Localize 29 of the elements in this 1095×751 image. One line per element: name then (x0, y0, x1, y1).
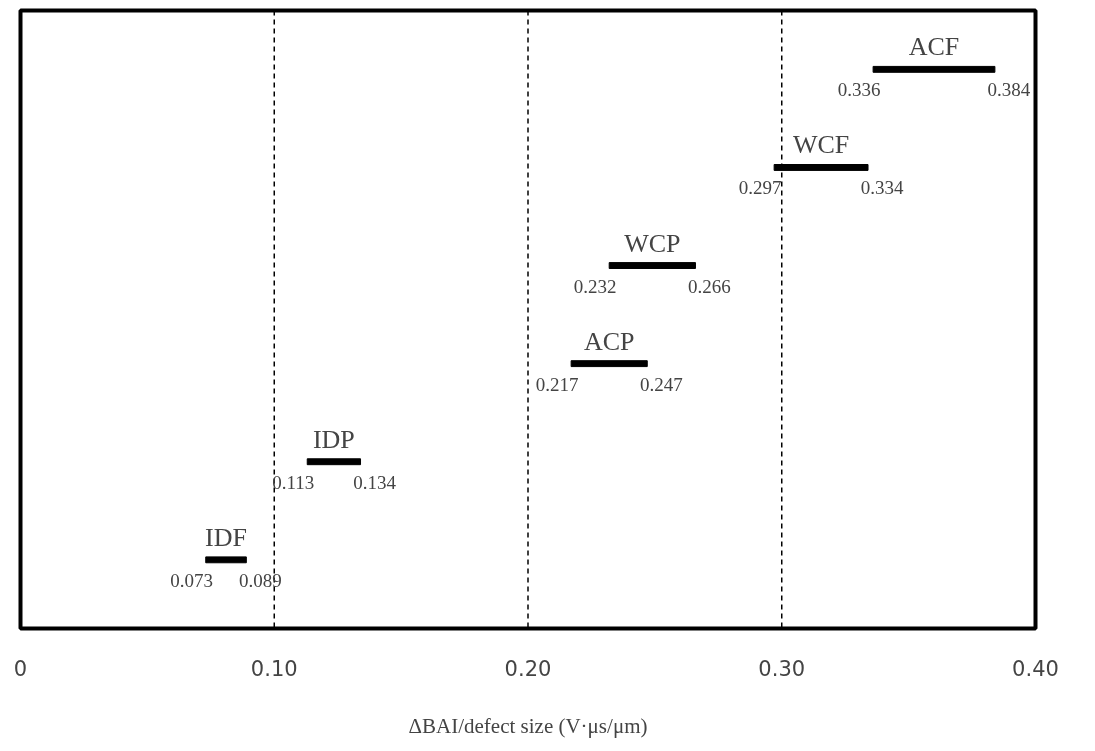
annotation: 0.266 (688, 275, 731, 297)
annotation: 0.134 (353, 471, 397, 493)
bar (608, 262, 696, 269)
y-tick-label: ACP (583, 326, 635, 356)
annotation: 0.113 (272, 471, 315, 493)
y-tick-label: ACF (908, 32, 960, 62)
bar (205, 556, 247, 564)
annotation: 0.089 (238, 569, 282, 591)
bar (306, 458, 362, 466)
x-tick-label: 0.20 (504, 656, 552, 681)
y-tick-label: WCF (792, 130, 850, 160)
annotation: 0.334 (860, 177, 904, 199)
bar (570, 360, 648, 368)
annotation: 0.232 (573, 275, 617, 297)
x-axis-title: ΔBAI/defect size (V·μs/μm) (408, 713, 648, 738)
annotation: 0.297 (738, 177, 782, 199)
y-tick-label: IDF (205, 522, 247, 552)
x-tick-label: 0.10 (250, 656, 298, 681)
bar (872, 65, 996, 73)
x-tick-label: 0.30 (758, 656, 806, 681)
annotation: 0.247 (639, 373, 683, 395)
annotation: 0.073 (170, 569, 214, 591)
y-tick-label: WCP (624, 228, 681, 258)
y-tick-label: IDP (312, 424, 355, 454)
x-tick-label: 0 (13, 656, 28, 681)
annotation: 0.217 (535, 373, 579, 395)
x-tick-label: 0.40 (1012, 656, 1059, 681)
annotation: 0.384 (987, 79, 1031, 101)
annotation: 0.336 (837, 79, 881, 101)
